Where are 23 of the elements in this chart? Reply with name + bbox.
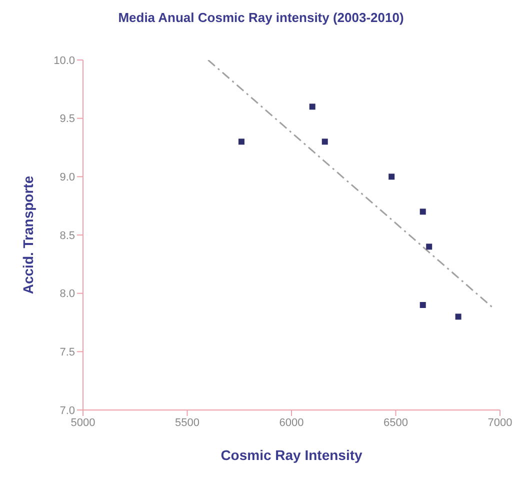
point [388,174,395,180]
y-tick-label: 7.5 [60,346,75,359]
x-axis-title: Cosmic Ray Intensity [220,447,363,463]
point [420,208,426,215]
point [309,104,316,110]
point [455,314,462,320]
y-tick-label: 7.0 [60,404,75,417]
x-tick-label: 7000 [488,416,512,429]
y-tick-label: 9.5 [60,113,75,126]
point [238,138,244,145]
chart-title: Media Anual Cosmic Ray intensity (2003-2010) [117,10,405,25]
y-axis-title: Accid. Transporte [20,176,36,294]
point [322,138,328,145]
x-tick-label: 6000 [279,416,304,429]
y-tick-label: 10.0 [54,54,75,67]
point [420,302,426,308]
y-tick-label: 9.0 [60,172,75,184]
x-tick-label: 5500 [175,416,200,429]
x-tick-label: 5000 [70,416,96,429]
y-tick-label: 8.0 [60,288,75,300]
point [426,244,432,250]
y-tick-label: 8.5 [60,230,75,242]
x-tick-label: 6500 [384,416,408,429]
